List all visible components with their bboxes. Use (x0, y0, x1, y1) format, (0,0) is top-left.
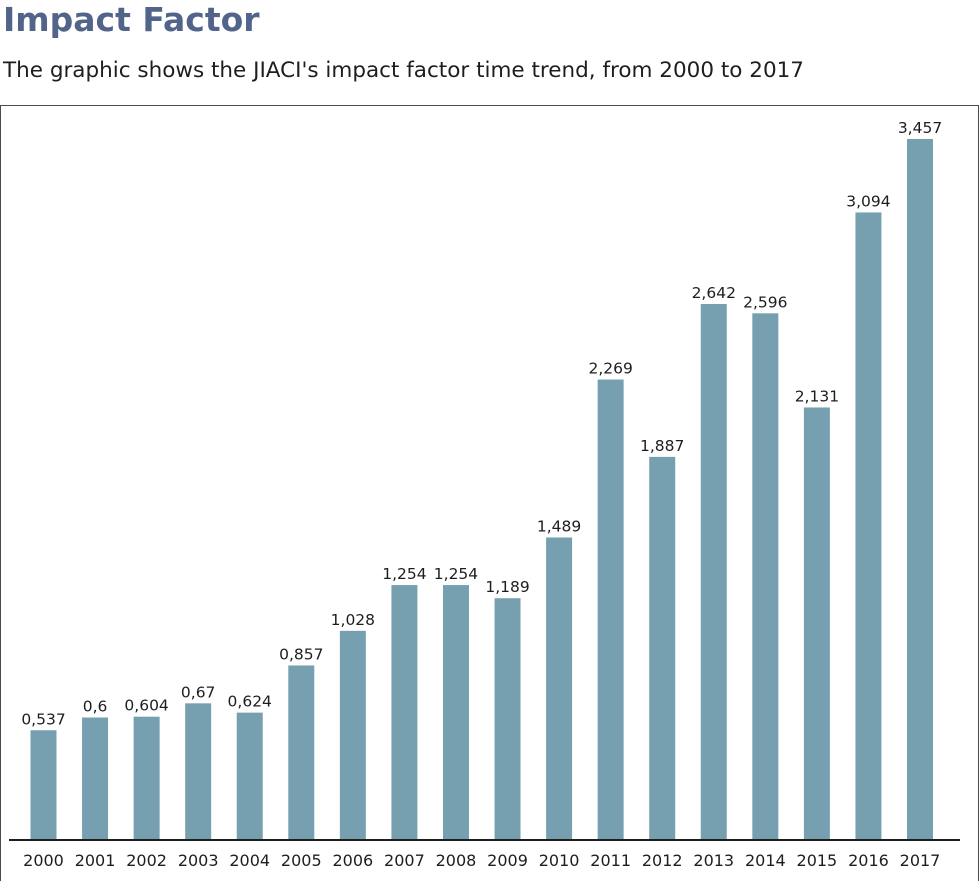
value-label-2013: 2,642 (692, 284, 736, 302)
bars-group (30, 138, 933, 840)
bar-2007 (391, 585, 418, 839)
page-subtitle: The graphic shows the JIACI's impact fac… (3, 58, 804, 83)
x-tick-label-2005: 2005 (281, 851, 322, 870)
x-tick-label-2010: 2010 (539, 851, 580, 870)
page-title: Impact Factor (3, 0, 260, 39)
value-labels-group: 0,537 0,6 0,604 0,67 0,624 0,857 1,028 1,254 1,2… (21, 119, 942, 728)
value-label-2003: 0,67 (181, 683, 216, 701)
bar-2006 (339, 630, 366, 839)
value-label-2002: 0,604 (124, 697, 168, 715)
x-tick-label-2013: 2013 (693, 851, 734, 870)
value-label-2014: 2,596 (743, 293, 787, 311)
x-tick-label-2012: 2012 (642, 851, 683, 870)
value-label-2008: 1,254 (434, 565, 478, 583)
x-tick-label-2003: 2003 (178, 851, 219, 870)
x-tick-label-2006: 2006 (332, 851, 373, 870)
x-tick-label-2011: 2011 (590, 851, 631, 870)
bar-2008 (442, 585, 469, 839)
bar-2017 (907, 138, 933, 839)
value-label-2004: 0,624 (228, 693, 272, 711)
value-label-2010: 1,489 (537, 517, 581, 535)
value-label-2009: 1,189 (485, 578, 529, 596)
x-tick-label-2014: 2014 (745, 851, 786, 870)
value-label-2012: 1,887 (640, 437, 684, 455)
value-label-2001: 0,6 (83, 698, 108, 716)
x-tick-label-2002: 2002 (126, 851, 167, 870)
x-tick-label-2016: 2016 (848, 851, 889, 870)
x-tick-label-2001: 2001 (75, 851, 116, 870)
value-label-2006: 1,028 (331, 611, 375, 629)
x-tick-label-2007: 2007 (384, 851, 425, 870)
x-tick-label-2000: 2000 (23, 851, 64, 870)
bar-2003 (185, 703, 212, 839)
value-label-2015: 2,131 (795, 387, 839, 405)
x-tick-label-2009: 2009 (487, 851, 528, 870)
x-tick-label-2008: 2008 (436, 851, 477, 870)
bar-2013 (700, 303, 727, 839)
bar-2001 (82, 717, 109, 839)
bar-2010 (546, 537, 573, 839)
bar-2016 (855, 212, 882, 840)
bar-2009 (494, 598, 521, 839)
bar-2005 (288, 665, 315, 839)
bar-2004 (236, 712, 263, 839)
x-tick-labels-group: 2000 2001 2002 2003 2004 2005 2006 2007 2008 2009… (23, 851, 940, 870)
bar-2000 (30, 730, 57, 839)
value-label-2016: 3,094 (846, 192, 890, 210)
bar-2002 (133, 716, 160, 839)
x-tick-label-2017: 2017 (900, 851, 941, 870)
bar-2014 (752, 313, 779, 839)
value-label-2017: 3,457 (898, 119, 942, 137)
bar-2012 (649, 456, 676, 839)
bar-2015 (803, 407, 830, 839)
value-label-2000: 0,537 (21, 710, 65, 728)
value-label-2011: 2,269 (588, 360, 632, 378)
x-tick-label-2015: 2015 (797, 851, 838, 870)
value-label-2005: 0,857 (279, 645, 323, 663)
value-label-2007: 1,254 (382, 565, 426, 583)
bar-2011 (597, 379, 624, 839)
x-tick-label-2004: 2004 (229, 851, 270, 870)
